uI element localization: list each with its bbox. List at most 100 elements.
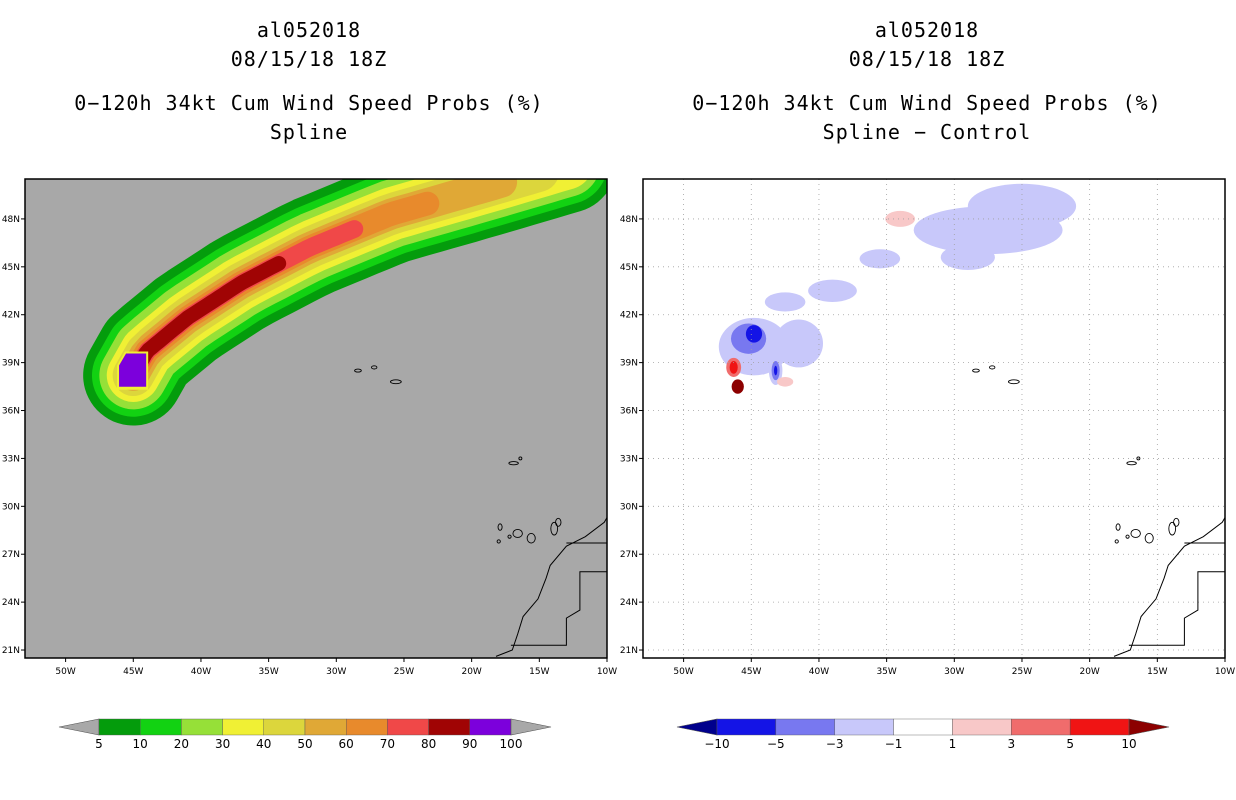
colorbar-label: 100 <box>500 737 523 751</box>
x-tick-label: 40W <box>191 667 211 677</box>
colorbar-label: 60 <box>339 737 354 751</box>
colorbar-label: 70 <box>380 737 395 751</box>
colorbar-label: 90 <box>462 737 477 751</box>
x-tick-label: 15W <box>529 667 549 677</box>
map-background <box>643 179 1225 658</box>
difference-blob-neg3-to-neg1 <box>940 244 995 271</box>
colorbar-swatch <box>952 718 1012 736</box>
island-outline <box>371 365 378 370</box>
colorbar-label: 3 <box>1007 737 1015 751</box>
island-outline <box>512 529 523 538</box>
colorbar-swatch <box>716 718 777 736</box>
island-outline <box>550 521 559 536</box>
right-title-datetime: 08/15/18 18Z <box>848 47 1006 71</box>
y-tick-label: 21N <box>620 646 638 656</box>
right-title-storm-id: al052018 <box>874 18 980 42</box>
difference-blob-neg10-to-neg5 <box>745 325 763 343</box>
colorbar-under-triangle <box>58 718 100 736</box>
island-outline <box>496 539 501 544</box>
colorbar-label: 20 <box>174 737 189 751</box>
difference-blob-neg3-to-neg1 <box>808 279 857 302</box>
x-tick-label: 45W <box>123 667 143 677</box>
x-tick-label: 35W <box>876 667 896 677</box>
x-tick-label: 50W <box>55 667 75 677</box>
colorbar-over-triangle <box>510 718 552 736</box>
coastline <box>1113 516 1225 657</box>
island-outline <box>1144 533 1154 544</box>
difference-blob-neg3-to-neg1 <box>764 292 806 312</box>
y-tick-label: 45N <box>620 263 638 273</box>
y-tick-label: 30N <box>620 502 638 512</box>
island-outline <box>1168 521 1177 536</box>
y-tick-label: 42N <box>620 311 638 321</box>
y-tick-label: 24N <box>620 598 638 608</box>
colorbar-swatch <box>469 718 512 736</box>
y-tick-label: 33N <box>2 454 20 464</box>
x-tick-label: 20W <box>461 667 481 677</box>
x-tick-label: 10W <box>597 667 617 677</box>
x-tick-label: 50W <box>673 667 693 677</box>
difference-blob-5-to-10 <box>729 361 738 374</box>
colorbar-label: 10 <box>133 737 148 751</box>
y-tick-label: 27N <box>620 550 638 560</box>
left-map-panel: 50W 45W 40W 35W 30W 25W 20W 15W 10W 21N 24N 27N 30N 3… <box>2 178 617 677</box>
y-tick-label: 42N <box>2 311 20 321</box>
colorbar-swatch <box>304 718 347 736</box>
country-border <box>1128 571 1225 646</box>
y-tick-label: 39N <box>620 359 638 369</box>
y-tick-label: 48N <box>620 215 638 225</box>
x-tick-label: 30W <box>326 667 346 677</box>
x-tick-label: 10W <box>1215 667 1235 677</box>
difference-cell-over-10 <box>731 379 744 394</box>
island-outline <box>1007 379 1020 385</box>
island-outline <box>1114 539 1119 544</box>
colorbar-label: −10 <box>704 737 729 751</box>
x-tick-label: 25W <box>1012 667 1032 677</box>
colorbar-swatch <box>893 718 953 736</box>
right-title-method: Spline − Control <box>822 120 1032 144</box>
island-outline <box>389 379 402 385</box>
island-outline <box>1125 534 1130 539</box>
x-tick-label: 15W <box>1147 667 1167 677</box>
colorbar-swatch <box>222 718 265 736</box>
island-outline <box>1173 517 1180 527</box>
colorbar-label: 5 <box>1066 737 1074 751</box>
x-tick-label: 25W <box>394 667 414 677</box>
colorbar-over-triangle <box>1128 718 1170 736</box>
y-tick-label: 45N <box>2 263 20 273</box>
y-tick-label: 39N <box>2 359 20 369</box>
x-tick-label: 20W <box>1079 667 1099 677</box>
island-outline <box>972 368 980 373</box>
right-colorbar: −10 −5 −3 −1 1 3 5 10 <box>676 718 1170 751</box>
island-outline <box>555 517 562 527</box>
colorbar-label: 40 <box>256 737 271 751</box>
colorbar-swatch <box>1011 718 1071 736</box>
colorbar-label: −5 <box>767 737 785 751</box>
y-tick-label: 48N <box>2 215 20 225</box>
difference-blob-neg10-to-neg5 <box>774 365 778 376</box>
probability-contours <box>83 179 607 657</box>
island-outline <box>989 365 996 370</box>
island-outline <box>1130 529 1141 538</box>
island-outline <box>518 456 523 461</box>
colorbar-swatch <box>98 718 141 736</box>
difference-blob-neg3-to-neg1 <box>774 319 824 368</box>
left-title-datetime: 08/15/18 18Z <box>230 47 388 71</box>
colorbar-label: 1 <box>949 737 957 751</box>
colorbar-label: 30 <box>215 737 230 751</box>
contour-band-80 <box>125 255 287 383</box>
island-outline <box>1115 523 1121 531</box>
max-region-100 <box>119 353 147 387</box>
colorbar-label: −1 <box>885 737 903 751</box>
island-outline <box>526 533 536 544</box>
left-colorbar: 5 10 20 30 40 50 60 70 80 90 100 <box>58 718 552 751</box>
y-tick-label: 30N <box>2 502 20 512</box>
colorbar-swatch <box>139 718 182 736</box>
left-title-storm-id: al052018 <box>256 18 362 42</box>
island-outline <box>1136 456 1141 461</box>
colorbar-swatch <box>181 718 223 736</box>
y-tick-label: 21N <box>2 646 20 656</box>
x-tick-label: 35W <box>258 667 278 677</box>
island-outline <box>508 461 519 466</box>
